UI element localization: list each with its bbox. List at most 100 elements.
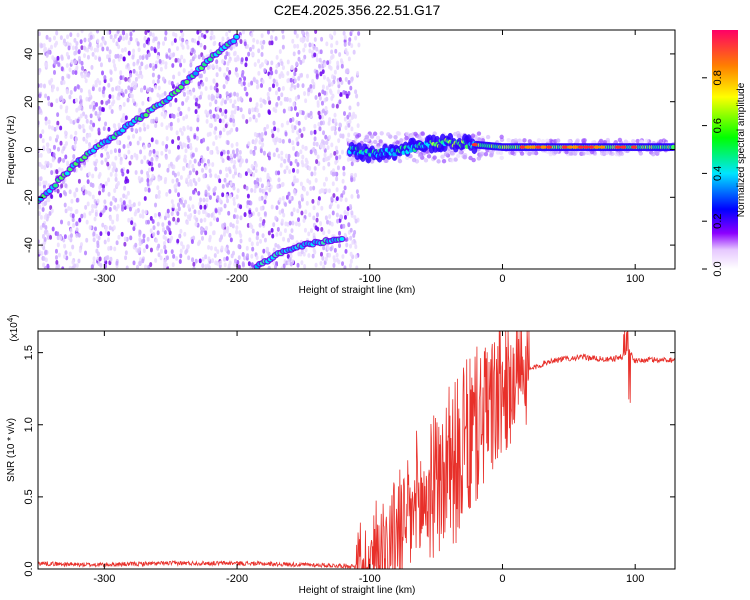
spectrogram-speckle [323,152,327,158]
spectrogram-speckle [69,119,73,124]
spectrogram-speckle [81,123,85,129]
spectrogram-speckle [178,259,182,264]
spectrogram-speckle [274,215,278,221]
spectrogram-speckle [147,52,151,58]
spectrogram-speckle [205,119,209,124]
spectrogram-speckle [103,239,107,245]
spectrogram-speckle [63,234,67,239]
spectrogram-haze [476,131,482,136]
spectrogram-haze [623,139,629,144]
spectrogram-speckle [302,37,306,42]
spectrogram-speckle [339,58,343,64]
spectrogram-speckle [78,217,82,223]
spectrogram-speckle [69,32,73,38]
spectrogram-speckle [267,230,271,236]
spectrogram-speckle [293,30,297,35]
spectrogram-speckle [182,58,186,64]
spectrogram-speckle [336,204,340,209]
spectrogram-speckle [272,120,276,126]
spectrogram-speckle [57,252,61,258]
spectrogram-speckle [185,114,189,120]
spectrogram-speckle [196,126,200,132]
spectrogram-speckle [166,208,170,214]
spectrogram-speckle [110,109,114,114]
spectrogram-speckle [179,253,183,259]
spectrogram-speckle [185,177,189,183]
spectrogram-speckle [169,126,173,131]
spectrogram-speckle [197,35,201,41]
spectrogram-speckle [308,42,312,48]
spectrogram-speckle [176,155,180,161]
spectrogram-speckle [132,134,136,139]
spectrogram-speckle [55,30,59,36]
spectrogram-speckle [315,74,319,80]
spectrogram-speckle [191,163,195,169]
spectrogram-speckle [100,106,104,112]
spectrogram-speckle [308,48,312,54]
spectrogram-speckle [259,206,263,211]
spectrogram-speckle [197,54,201,60]
spectrogram-speckle [243,255,247,261]
spectrogram-speckle [152,149,156,154]
spectrogram-speckle [312,141,316,147]
spectrogram-speckle [92,105,96,110]
spectrogram-speckle [84,205,88,210]
spectrogram-speckle [325,96,329,102]
spectrogram-speckle [283,158,287,164]
spectrogram-speckle [308,179,312,185]
spectrogram-speckle [251,228,255,234]
spectrogram-speckle [297,56,301,62]
rising-track-core [120,128,126,133]
spectrogram-speckle [266,91,270,97]
snr-frame [37,330,676,570]
spectrogram-speckle [77,232,81,238]
spectrogram-haze [470,133,476,138]
spectrogram-speckle [319,260,323,266]
spectrogram-speckle [322,74,326,80]
spectrogram-speckle [329,90,333,95]
spectrogram-speckle [65,51,69,57]
spectrogram-speckle [115,240,119,246]
spectrogram-speckle [231,223,235,229]
spectrogram-speckle [224,54,228,60]
spectrogram-speckle [40,43,44,49]
spectrogram-speckle [56,55,60,61]
spectrogram-speckle [157,44,161,49]
spectrogram-speckle [287,153,291,159]
spectrogram-speckle [137,248,141,254]
spectrogram-speckle [256,231,260,237]
spectrogram-speckle [179,127,183,133]
spectrogram-speckle [126,190,130,196]
spectrogram-speckle [186,125,190,130]
spectrogram-speckle [105,46,109,52]
spectrogram-speckle [60,219,64,225]
spectrogram-speckle [122,102,126,107]
spectrogram-speckle [264,194,268,200]
spectrogram-speckle [291,220,295,226]
spectrogram-speckle [309,228,313,233]
spectrogram-speckle [233,167,237,173]
spectrogram-speckle [140,169,144,175]
spectrogram-speckle [254,118,258,123]
spectrogram-speckle [255,102,259,108]
spectrogram-speckle [103,75,107,80]
spectrogram-speckle [134,76,138,82]
spectrogram-speckle [152,79,156,85]
spectrogram-speckle [38,181,42,187]
spectrogram-speckle [239,107,243,113]
spectrogram-speckle [174,32,178,38]
spectrogram-speckle [323,110,327,116]
spectrogram-speckle [105,255,109,261]
spectrogram-speckle [192,87,196,93]
spectrogram-speckle [68,94,72,100]
spectrogram-haze [426,154,432,159]
spectrogram-speckle [280,208,284,214]
spectrogram-speckle [331,171,335,177]
spectrogram-speckle [249,97,253,103]
spectrogram-speckle [312,205,316,211]
spectrogram-speckle [278,210,282,215]
spectrogram-speckle [38,153,41,159]
spectrogram-speckle [172,164,176,170]
spectrogram-speckle [315,57,319,63]
spectrogram-speckle [41,222,45,228]
